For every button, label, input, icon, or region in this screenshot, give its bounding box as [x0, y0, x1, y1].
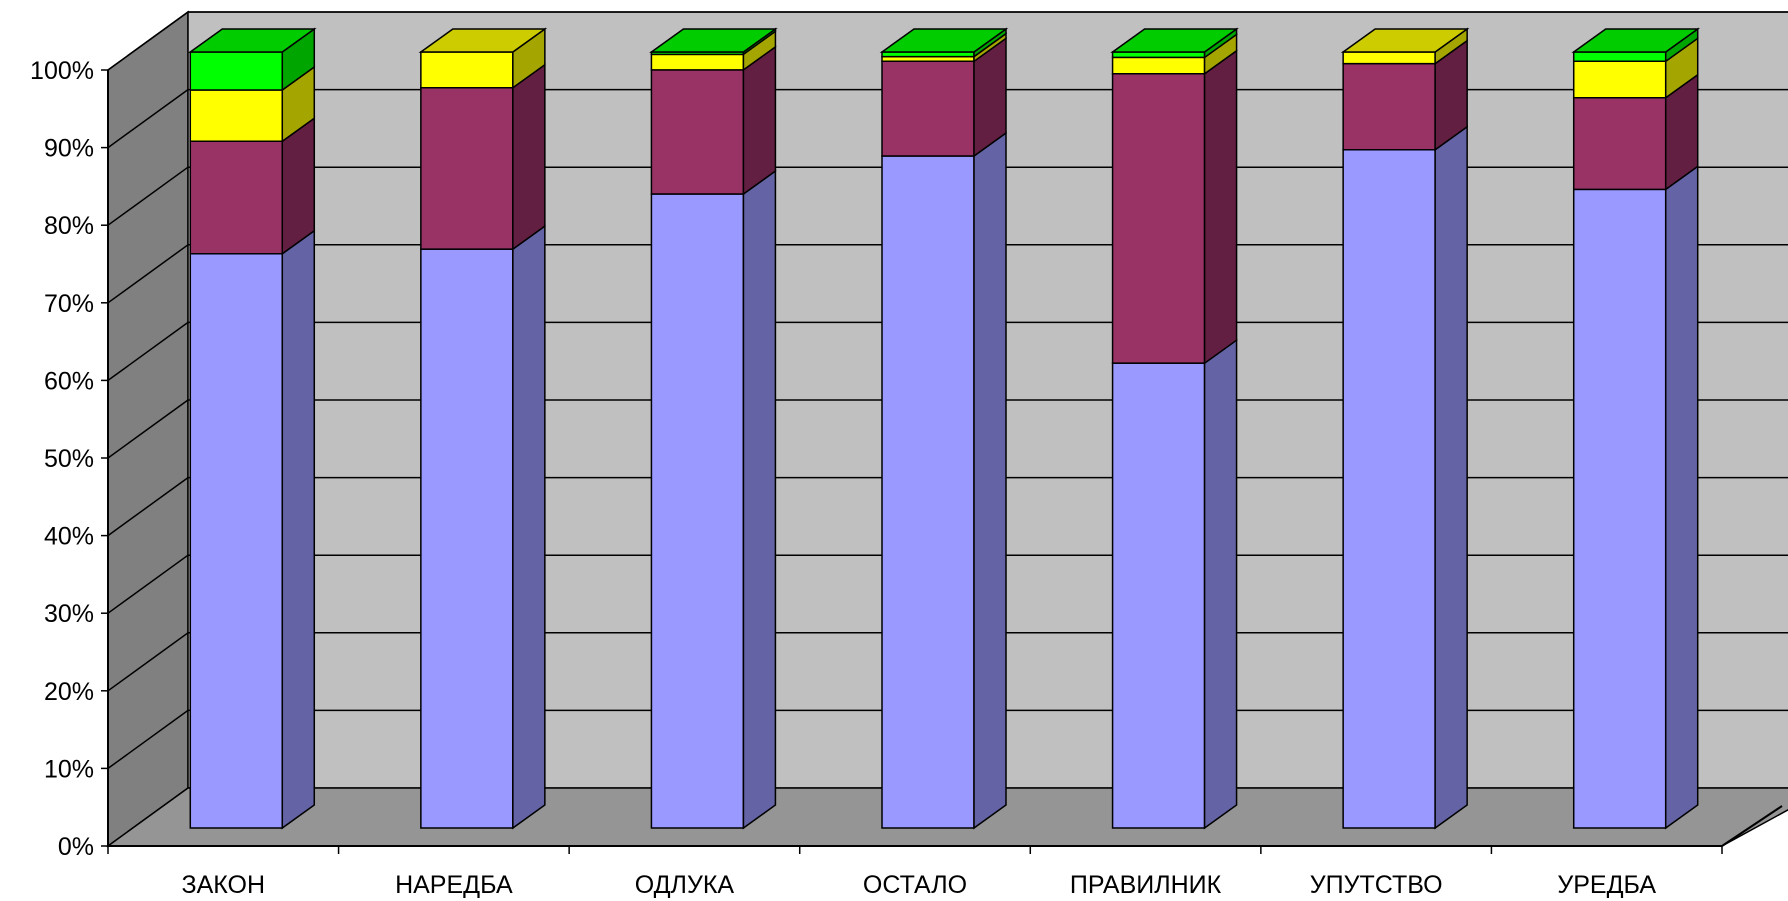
y-tick-label: 60% [44, 367, 94, 395]
bar-segment-front [189, 253, 284, 829]
bar-segment-front [189, 140, 284, 255]
bar-top [1340, 28, 1470, 53]
bar-top [187, 28, 317, 53]
bar-segment-front [1572, 188, 1667, 829]
bar-segment-front [420, 51, 514, 89]
category-label: НАРЕДБА [395, 871, 513, 899]
bar-segment-side [512, 224, 546, 830]
gridline-side [107, 709, 189, 770]
gridline-side [107, 321, 189, 382]
gridline-side [107, 476, 189, 537]
bar-segment-side [1434, 125, 1468, 830]
y-tick-label: 0% [58, 833, 94, 861]
bar-top [1110, 28, 1239, 53]
bar-segment-side [742, 45, 777, 196]
y-tick-label: 100% [30, 57, 94, 85]
y-tick-label: 20% [44, 678, 94, 706]
bar-segment-front [1572, 51, 1667, 63]
y-tick-label: 70% [44, 290, 94, 318]
bar-segment-front [1572, 97, 1667, 191]
category-label: ПРАВИЛНИК [1070, 871, 1222, 899]
category-label: ЗАКОН [182, 871, 266, 899]
bar-segment-side [512, 63, 546, 251]
bar-segment-side [1203, 49, 1238, 365]
bar-segment-front [881, 155, 975, 829]
bar-segment-front [650, 69, 745, 195]
bar-top [418, 28, 548, 53]
gridline-side [107, 632, 189, 692]
gridline-side [107, 88, 189, 149]
bar-segment-front [650, 53, 745, 71]
category-label: ОДЛУКА [635, 871, 735, 899]
bar-segment-front [420, 86, 514, 250]
category-label: УПУТСТВО [1310, 871, 1443, 899]
bar-top [1571, 28, 1701, 53]
bar-top [879, 28, 1009, 53]
gridline-side [107, 166, 189, 226]
bar-segment-front [1111, 56, 1206, 75]
bar-segment-front [1572, 60, 1667, 99]
x-axis-end-line [1721, 805, 1783, 847]
y-tick-label: 40% [44, 523, 94, 551]
bar-segment-side [281, 229, 316, 830]
bar-segment-side [1203, 338, 1238, 830]
gridline-side [107, 244, 189, 304]
category-label: УРЕДБА [1557, 871, 1656, 899]
y-tick-label: 80% [44, 212, 94, 240]
bar-segment-front [650, 193, 745, 829]
y-tick-label: 50% [44, 445, 94, 473]
bar-segment-side [742, 169, 777, 830]
gridline-side [107, 399, 189, 459]
bar-segment-side [1664, 164, 1699, 830]
category-label: ОСТАЛО [863, 871, 967, 899]
y-tick-label: 90% [44, 135, 94, 163]
bar-segment-front [1342, 62, 1436, 151]
bar-segment-front [1111, 72, 1206, 364]
bar-segment-front [189, 89, 284, 142]
bar-segment-side [973, 131, 1007, 830]
bar-segment-front [1111, 51, 1206, 59]
bar-top [649, 28, 778, 53]
bar-segment-front [1111, 362, 1206, 829]
y-tick-label: 30% [44, 600, 94, 628]
bar-segment-front [420, 248, 514, 829]
bar-segment-front [881, 60, 975, 157]
gridline-side [107, 554, 189, 614]
y-tick-label: 10% [44, 755, 94, 783]
bar-segment-front [189, 51, 284, 91]
gridline-side [107, 11, 189, 71]
bar-segment-front [1342, 149, 1436, 829]
bar-segment-front [1342, 51, 1436, 65]
